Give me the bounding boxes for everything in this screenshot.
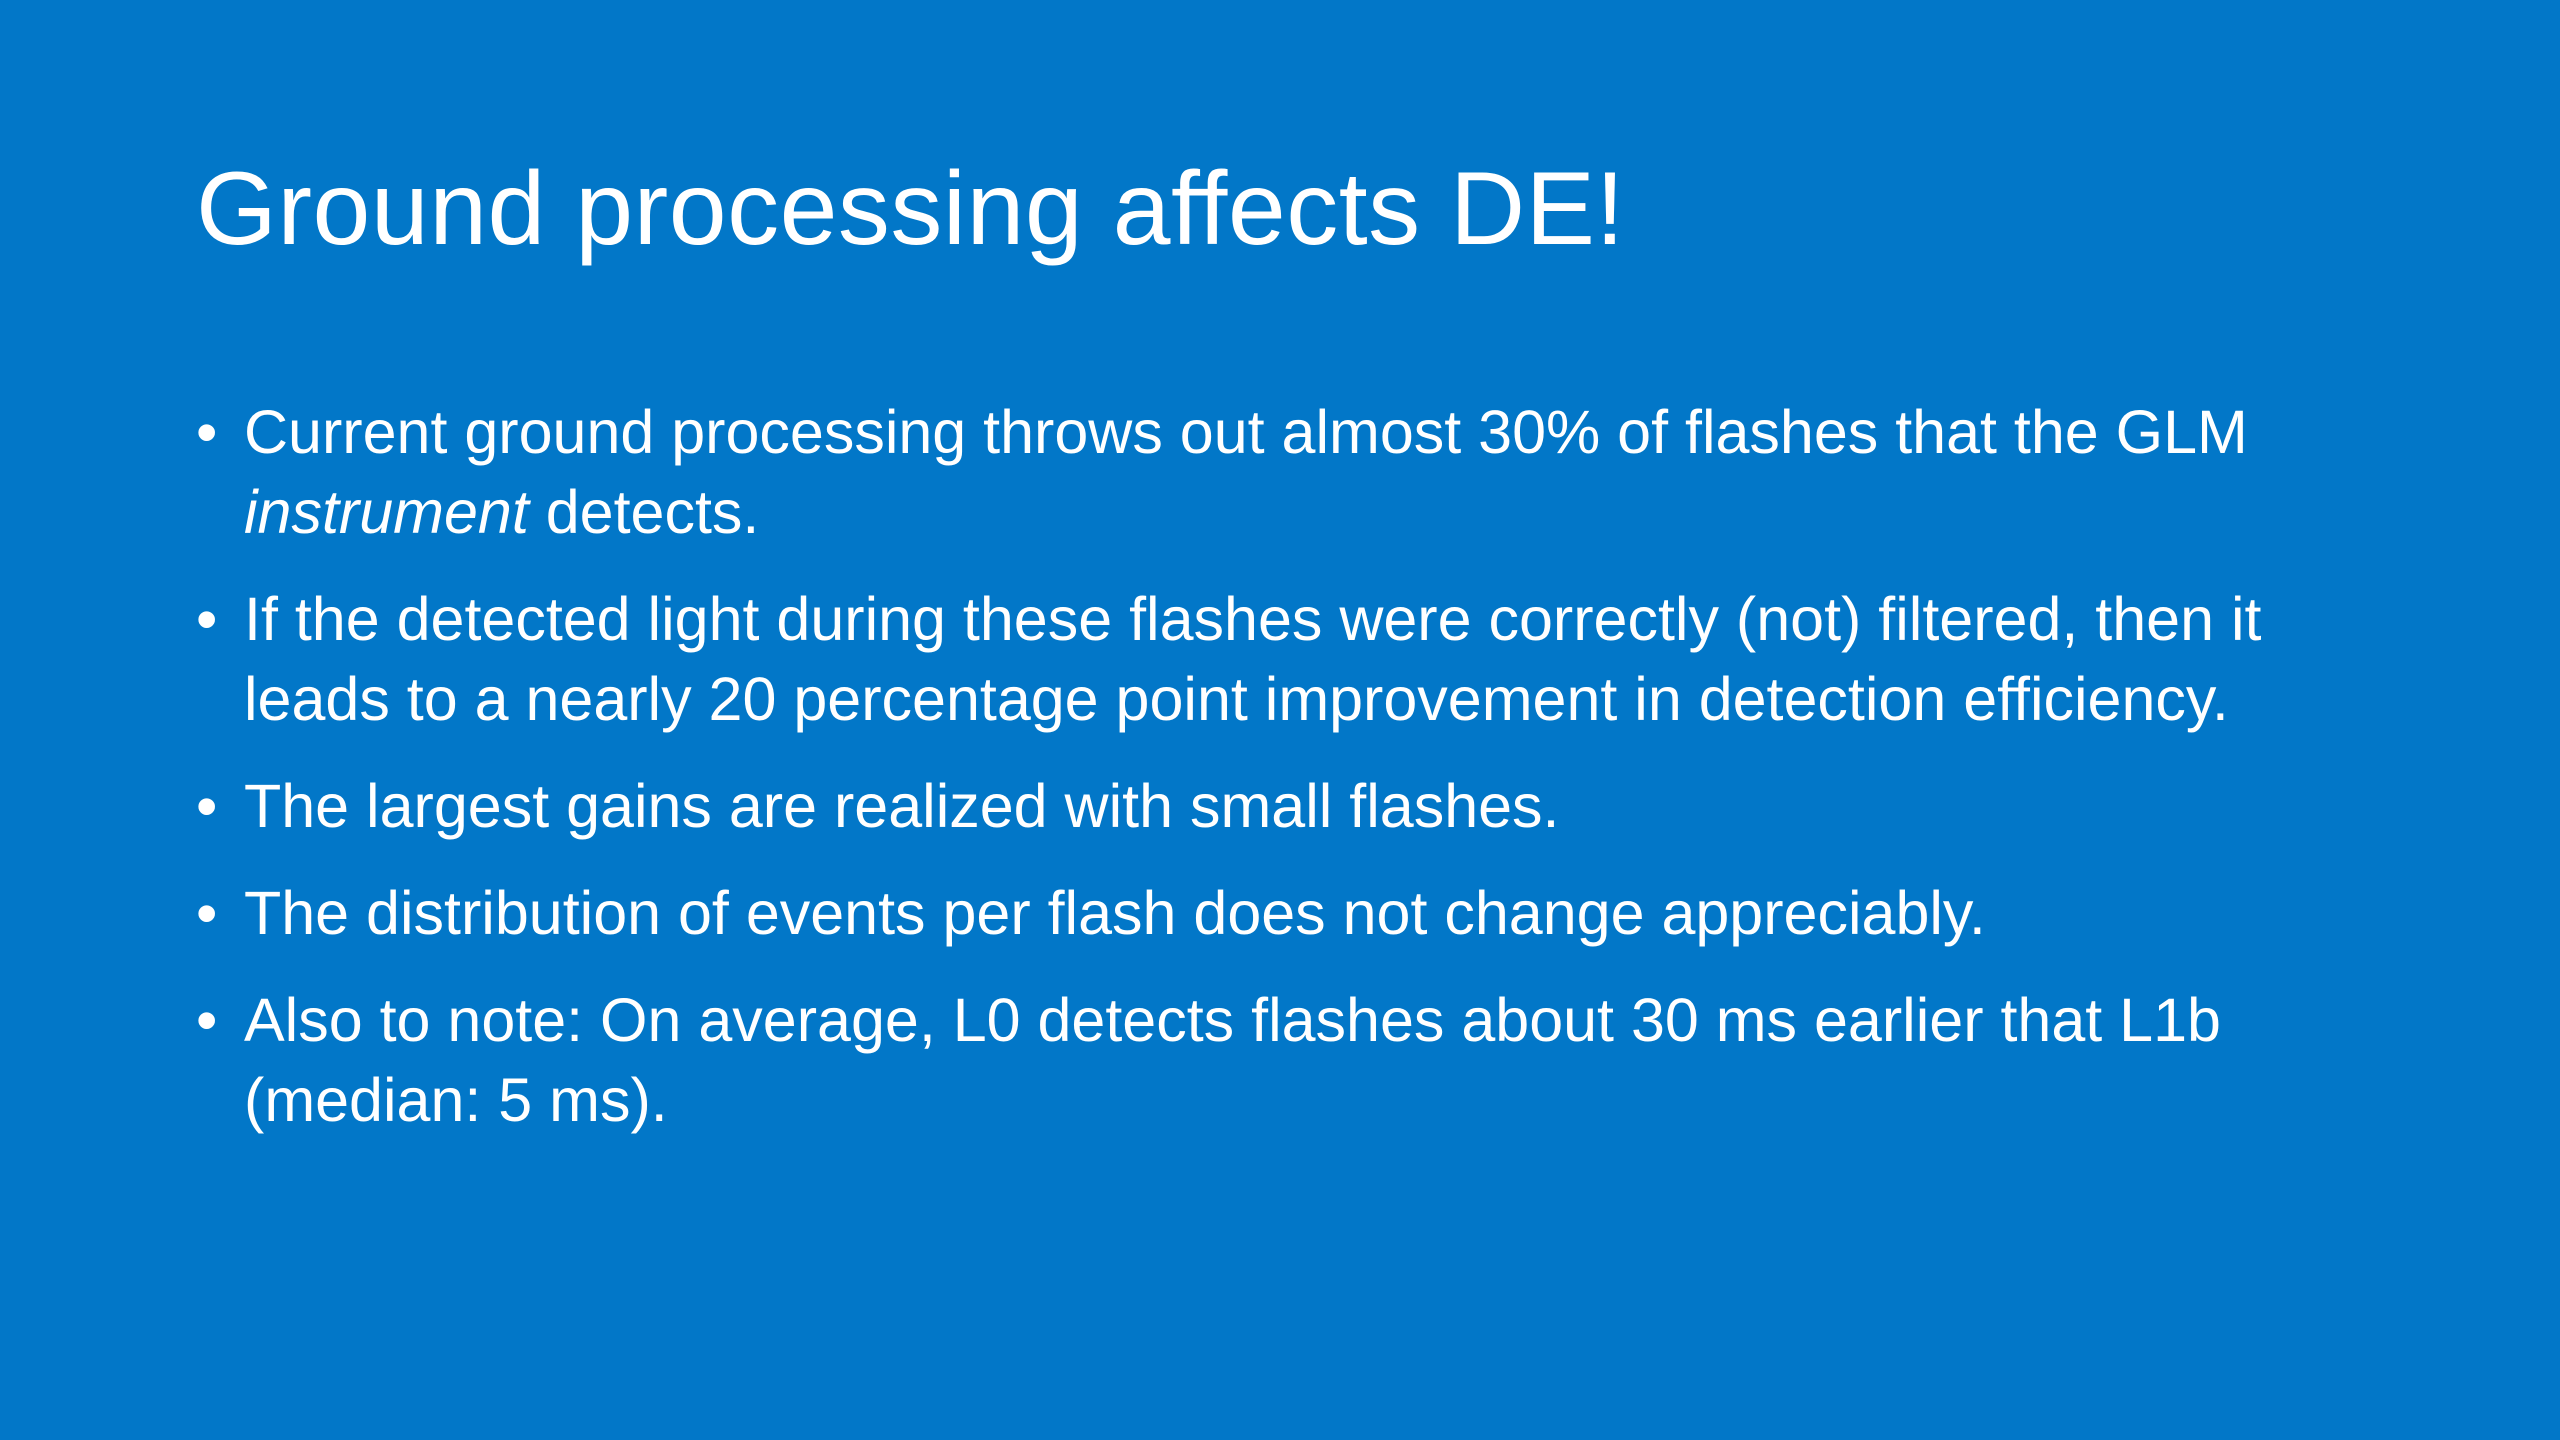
bullet-icon: • (196, 772, 218, 840)
bullet-text: The largest gains are realized with smal… (244, 772, 1560, 840)
bullet-icon: • (196, 398, 218, 466)
bullet-text: The distribution of events per flash doe… (244, 879, 1986, 947)
bullet-text-part: detects. (528, 478, 760, 546)
bullet-icon: • (196, 879, 218, 947)
bullet-list: • Current ground processing throws out a… (196, 392, 2376, 1167)
bullet-item: • The distribution of events per flash d… (196, 873, 2376, 953)
bullet-text: If the detected light during these flash… (244, 585, 2262, 733)
slide-title: Ground processing affects DE! (196, 151, 1625, 267)
bullet-item: • If the detected light during these fla… (196, 579, 2376, 739)
bullet-item: • The largest gains are realized with sm… (196, 766, 2376, 846)
bullet-emphasis: instrument (244, 478, 529, 546)
bullet-text: Also to note: On average, L0 detects fla… (244, 986, 2221, 1134)
bullet-icon: • (196, 986, 218, 1054)
bullet-item: • Current ground processing throws out a… (196, 392, 2376, 552)
bullet-text: Current ground processing throws out alm… (244, 398, 2248, 546)
bullet-text-part: Current ground processing throws out alm… (244, 398, 2248, 466)
bullet-icon: • (196, 585, 218, 653)
bullet-item: • Also to note: On average, L0 detects f… (196, 980, 2376, 1140)
